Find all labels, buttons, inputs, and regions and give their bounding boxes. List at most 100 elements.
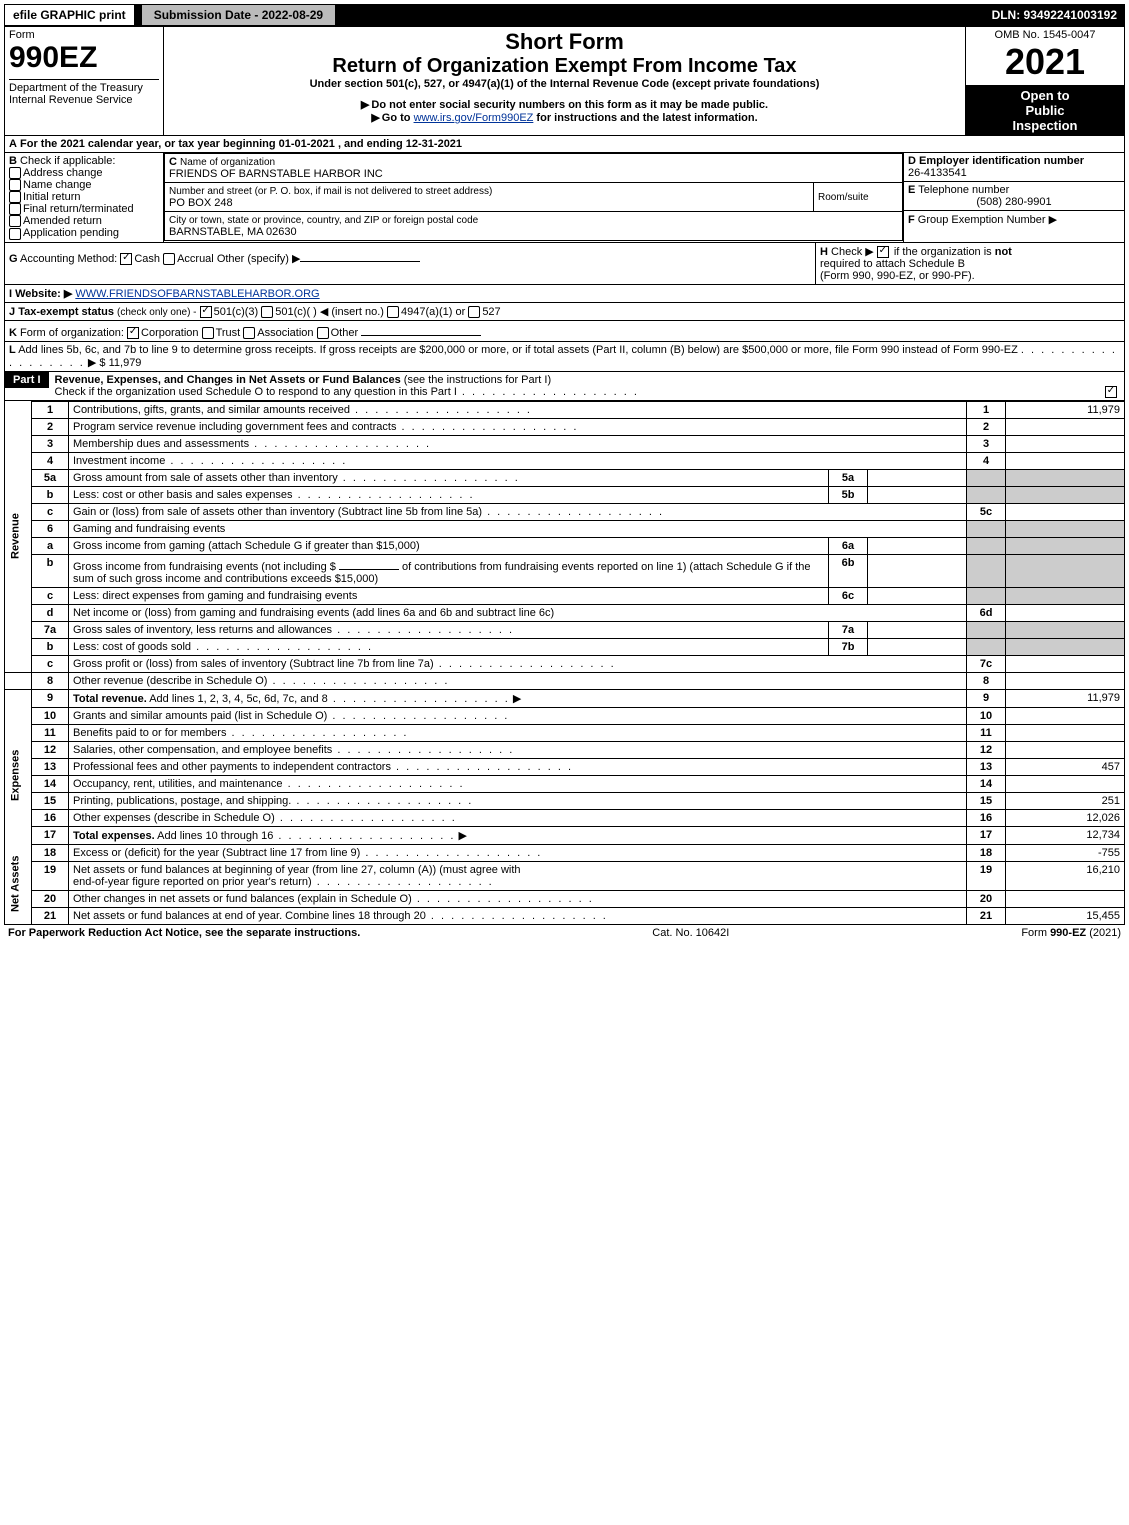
line4-val — [1006, 452, 1125, 469]
line7c-rn: 7c — [967, 655, 1006, 672]
checkbox-amended-return[interactable] — [9, 215, 21, 227]
line6b-num: b — [32, 554, 69, 587]
opt-other-org: Other — [331, 327, 359, 339]
checkbox-association[interactable] — [243, 327, 255, 339]
section-b-checkif: Check if applicable: — [20, 155, 115, 167]
line9-desc: Total revenue. — [73, 693, 147, 705]
line6c-num: c — [32, 587, 69, 604]
checkbox-accrual[interactable] — [163, 253, 175, 265]
line6-desc: Gaming and fundraising events — [73, 523, 225, 535]
opt-initial-return: Initial return — [23, 191, 80, 203]
line20-num: 20 — [32, 890, 69, 907]
section-d-label: D — [908, 155, 916, 167]
website-link[interactable]: WWW.FRIENDSOFBARNSTABLEHARBOR.ORG — [75, 288, 319, 300]
line17-desc: Total expenses. — [73, 830, 155, 842]
checkbox-address-change[interactable] — [9, 167, 21, 179]
dots — [249, 438, 431, 450]
line11-val — [1006, 724, 1125, 741]
line7c-num: c — [32, 655, 69, 672]
ein-label: Employer identification number — [919, 155, 1084, 167]
line-a-label: A — [9, 138, 17, 150]
line10-rn: 10 — [967, 707, 1006, 724]
goto-prefix: Go to — [371, 112, 413, 124]
line13-num: 13 — [32, 758, 69, 775]
line-j: J Tax-exempt status (check only one) - 5… — [4, 303, 1125, 321]
grey — [1006, 486, 1125, 503]
side-label-expenses: Expenses — [5, 707, 32, 844]
room-suite-label: Room/suite — [818, 192, 869, 203]
street-label: Number and street (or P. O. box, if mail… — [169, 186, 492, 197]
line-h: H Check ▶ if the organization is not req… — [815, 243, 1124, 284]
line7b-sv — [868, 638, 967, 655]
line19-num: 19 — [32, 861, 69, 890]
footer: For Paperwork Reduction Act Notice, see … — [4, 925, 1125, 941]
checkbox-schedule-o[interactable] — [1105, 386, 1117, 398]
grey — [1006, 554, 1125, 587]
part1-label: Part I — [5, 372, 49, 388]
line3-num: 3 — [32, 435, 69, 452]
line16-num: 16 — [32, 809, 69, 826]
opt-trust: Trust — [216, 327, 241, 339]
line6d-desc: Net income or (loss) from gaming and fun… — [73, 607, 554, 619]
checkbox-527[interactable] — [468, 306, 480, 318]
checkbox-501c[interactable] — [261, 306, 273, 318]
line-j-label: J — [9, 306, 15, 318]
line5b-sn: 5b — [829, 486, 868, 503]
checkbox-4947[interactable] — [387, 306, 399, 318]
line7c-val — [1006, 655, 1125, 672]
line19-desc2: end-of-year figure reported on prior yea… — [73, 876, 312, 888]
dots — [338, 472, 520, 484]
checkbox-initial-return[interactable] — [9, 191, 21, 203]
dots — [350, 404, 532, 416]
line15-val: 251 — [1006, 792, 1125, 809]
bcd-block: B Check if applicable: Address change Na… — [4, 153, 1125, 243]
line6a-num: a — [32, 537, 69, 554]
line5a-desc: Gross amount from sale of assets other t… — [73, 472, 338, 484]
gross-receipts-amount: $ 11,979 — [99, 357, 141, 369]
line4-num: 4 — [32, 452, 69, 469]
grey — [1006, 621, 1125, 638]
line1-desc: Contributions, gifts, grants, and simila… — [73, 404, 350, 416]
line13-rn: 13 — [967, 758, 1006, 775]
line5c-desc: Gain or (loss) from sale of assets other… — [73, 506, 482, 518]
line-h-check: Check ▶ — [831, 246, 874, 258]
checkbox-schedule-b[interactable] — [877, 246, 889, 258]
line-l-text: Add lines 5b, 6c, and 7b to line 9 to de… — [18, 344, 1018, 356]
section-f-label: F — [908, 214, 915, 226]
ein-value: 26-4133541 — [908, 167, 967, 179]
opt-name-change: Name change — [23, 179, 92, 191]
warning-ssn: Do not enter social security numbers on … — [361, 99, 768, 111]
opt-4947: 4947(a)(1) or — [401, 306, 465, 318]
opt-527: 527 — [482, 306, 500, 318]
checkbox-other-org[interactable] — [317, 327, 329, 339]
line-h-text3: required to attach Schedule B — [820, 258, 965, 270]
line13-val: 457 — [1006, 758, 1125, 775]
dots — [165, 455, 347, 467]
grey — [1006, 469, 1125, 486]
checkbox-trust[interactable] — [202, 327, 214, 339]
line1-rn: 1 — [967, 401, 1006, 418]
line9-desc2: Add lines 1, 2, 3, 4, 5c, 6d, 7c, and 8 — [147, 693, 328, 705]
checkbox-501c3[interactable] — [200, 306, 212, 318]
dots — [312, 876, 494, 888]
goto-link[interactable]: www.irs.gov/Form990EZ — [414, 112, 534, 124]
dept-treasury: Department of the Treasury — [9, 79, 159, 94]
line5c-rn: 5c — [967, 503, 1006, 520]
dots — [396, 421, 578, 433]
tax-exempt-label: Tax-exempt status — [18, 306, 114, 318]
line7a-sn: 7a — [829, 621, 868, 638]
dots — [332, 744, 514, 756]
checkbox-corporation[interactable] — [127, 327, 139, 339]
group-exemption-label: Group Exemption Number — [918, 214, 1046, 226]
checkbox-name-change[interactable] — [9, 179, 21, 191]
checkbox-application-pending[interactable] — [9, 228, 21, 240]
checkbox-final-return[interactable] — [9, 203, 21, 215]
line-a-text: For the 2021 calendar year, or tax year … — [20, 138, 462, 150]
grey — [967, 486, 1006, 503]
line11-num: 11 — [32, 724, 69, 741]
line-l-label: L — [9, 344, 16, 356]
checkbox-cash[interactable] — [120, 253, 132, 265]
gh-row: G Accounting Method: Cash Accrual Other … — [4, 243, 1125, 285]
line15-num: 15 — [32, 792, 69, 809]
subtitle-under: Under section 501(c), 527, or 4947(a)(1)… — [168, 78, 961, 90]
